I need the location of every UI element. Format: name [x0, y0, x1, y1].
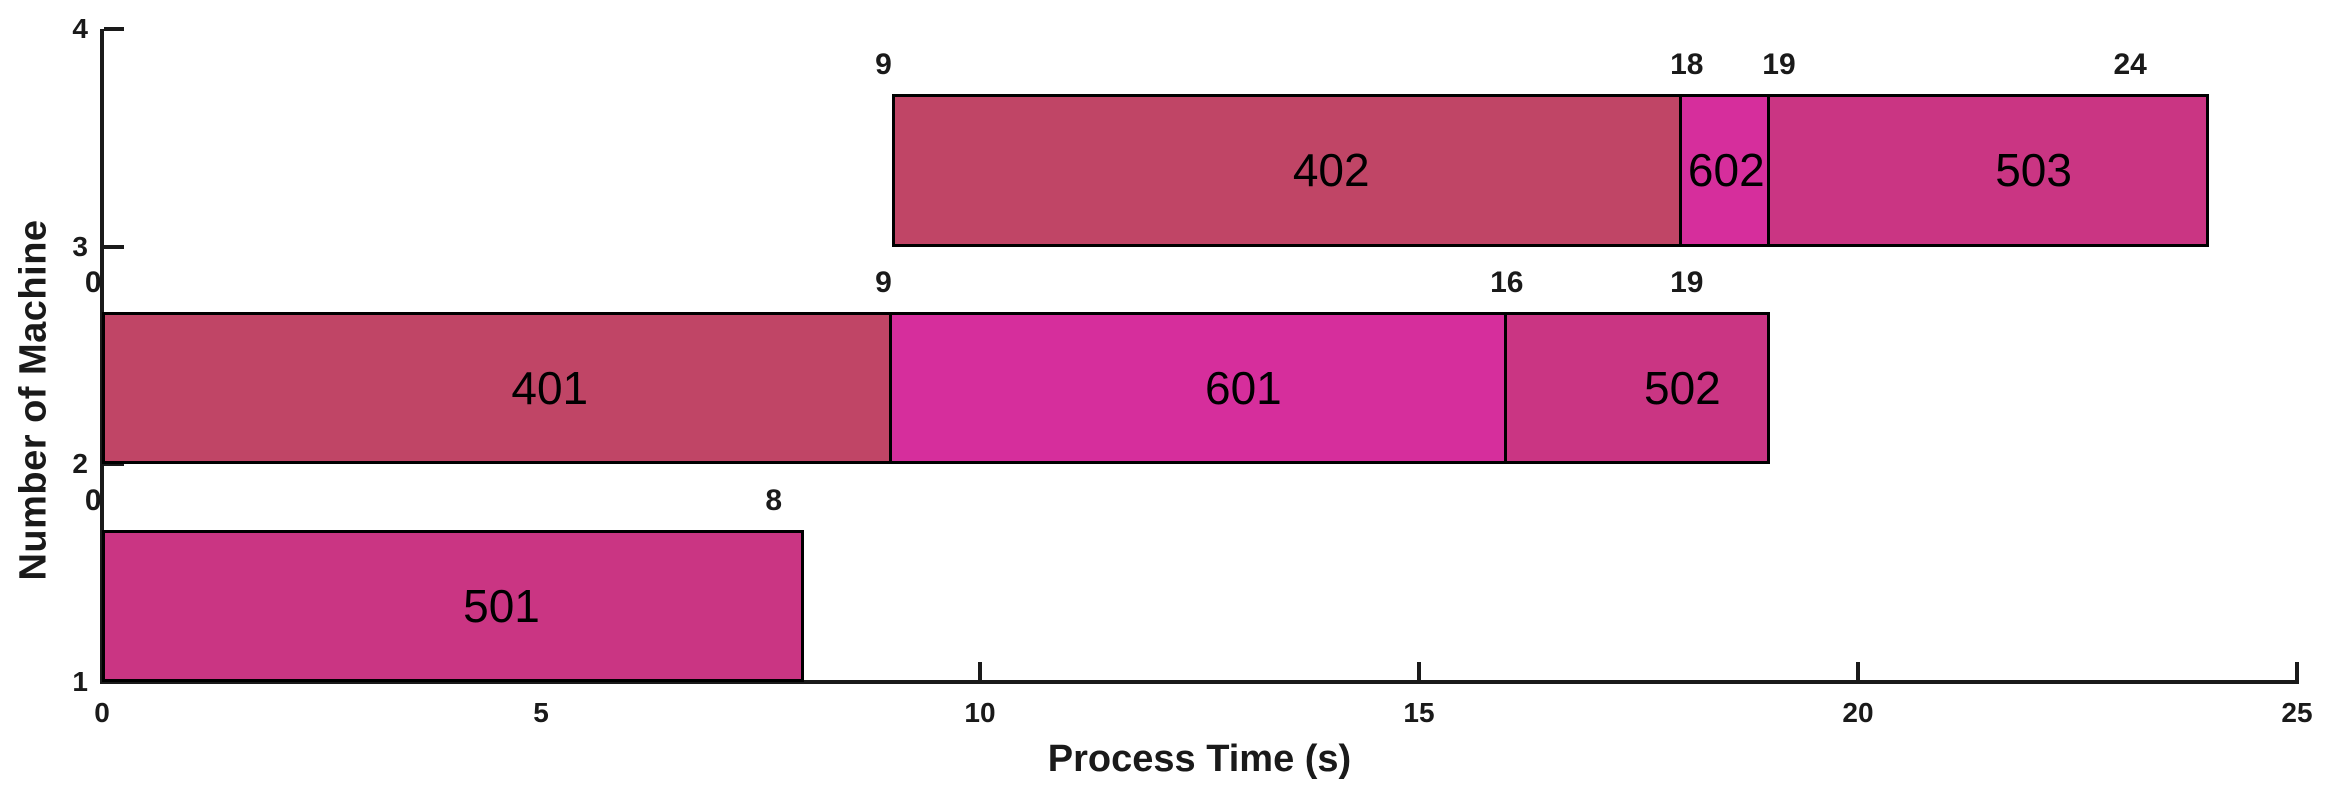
- time-label-8: 8: [765, 483, 782, 517]
- bar-label-job-402: 402: [1292, 144, 1370, 197]
- bar-segment-job-401: [102, 311, 893, 465]
- x-tick-label: 5: [533, 697, 549, 728]
- bar-segment-job-502: [1503, 311, 1771, 465]
- y-tick-mark: [104, 244, 124, 249]
- x-tick-mark: [978, 662, 982, 682]
- time-label-0: 0: [84, 483, 102, 517]
- x-tick-mark: [1417, 662, 1421, 682]
- time-label-19: 19: [1670, 265, 1704, 299]
- time-label-24: 24: [2113, 48, 2147, 82]
- bar-segment-job-602: [1679, 94, 1771, 247]
- y-tick-mark: [104, 680, 124, 684]
- x-tick-mark: [1856, 662, 1860, 682]
- bar-label-job-503: 503: [1995, 144, 2072, 197]
- y-tick-label: 1: [72, 666, 88, 697]
- time-label-9: 9: [875, 265, 892, 299]
- time-label-19: 19: [1762, 48, 1796, 82]
- bar-label-job-602: 602: [1687, 144, 1765, 197]
- bar-label-job-502: 502: [1644, 362, 1721, 415]
- x-tick-label: 25: [2281, 697, 2313, 728]
- x-tick-label: 10: [964, 697, 996, 728]
- time-label-18: 18: [1670, 48, 1704, 82]
- time-label-9: 9: [875, 48, 892, 82]
- time-label-16: 16: [1490, 265, 1524, 299]
- time-label-0: 0: [84, 265, 102, 299]
- y-tick-label: 3: [72, 230, 88, 262]
- x-tick-label: 20: [1842, 697, 1874, 728]
- x-tick-label: 15: [1403, 697, 1435, 728]
- bar-segment-job-503: [1767, 94, 2210, 247]
- x-tick-mark: [2295, 662, 2299, 682]
- bar-segment-job-501: [102, 529, 805, 682]
- x-axis-title: Process Time (s): [1047, 738, 1352, 780]
- x-axis-line: [100, 680, 2299, 684]
- y-tick-label: 4: [72, 13, 88, 44]
- y-tick-mark: [104, 27, 124, 31]
- bar-label-job-401: 401: [511, 362, 589, 415]
- x-tick-label: 0: [94, 697, 110, 728]
- bar-label-job-501: 501: [463, 579, 540, 632]
- bar-segment-job-601: [889, 311, 1507, 465]
- y-tick-label: 2: [72, 448, 88, 480]
- bar-segment-job-402: [892, 94, 1683, 247]
- y-tick-mark: [104, 462, 124, 467]
- bar-label-job-601: 601: [1205, 362, 1282, 415]
